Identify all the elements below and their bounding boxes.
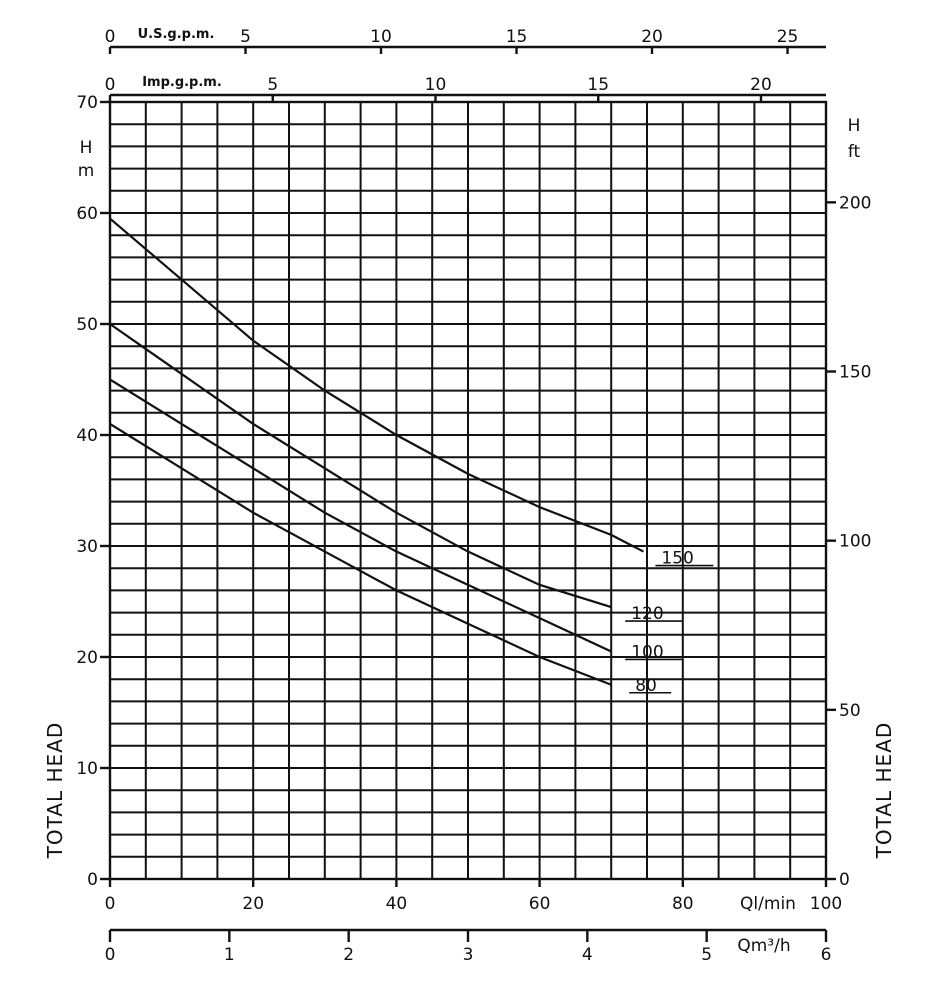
curve-label-120: 120 [631, 604, 663, 624]
bottom-lpm-tick-label: 60 [529, 894, 551, 914]
right-side-title: TOTAL HEAD [872, 722, 896, 860]
m3h-tick-label: 6 [821, 945, 832, 965]
left-tick-label: 40 [76, 426, 98, 446]
right-tick-label: 200 [839, 193, 871, 213]
curve-100 [109, 378, 612, 653]
impgpm-tick-label: 20 [750, 75, 772, 95]
left-tick-label: 20 [76, 648, 98, 668]
m3h-tick-label: 2 [343, 945, 354, 965]
curve-120 [109, 323, 612, 609]
m3h-tick-label: 3 [463, 945, 474, 965]
curve-150 [109, 217, 644, 553]
left-side-title: TOTAL HEAD [43, 722, 67, 860]
bottom-lpm-tick-label: 0 [105, 894, 116, 914]
m3h-tick-label: 0 [105, 945, 116, 965]
axis-labels: H m H ft Ql/min Qm³/h U.S.g.p.m. Imp.g.p… [43, 27, 896, 956]
impgpm-tick-label: 0 [105, 75, 116, 95]
bottom-lpm-tick-label: 80 [672, 894, 694, 914]
bottom-axis-title-lpm: Ql/min [740, 894, 796, 914]
usgpm-tick-label: 15 [506, 27, 528, 47]
curve-label-80: 80 [635, 676, 657, 696]
right-axis-unit-h: H [848, 116, 861, 136]
bottom-lpm-tick-label: 40 [386, 894, 408, 914]
bottom-lpm-tick-label: 100 [810, 894, 842, 914]
usgpm-tick-label: 0 [105, 27, 116, 47]
left-tick-label: 70 [76, 93, 98, 113]
m3h-tick-label: 4 [582, 945, 593, 965]
right-tick-label: 100 [839, 532, 871, 552]
plot-frame [108, 100, 828, 881]
impgpm-tick-label: 5 [267, 75, 278, 95]
usgpm-tick-label: 20 [641, 27, 663, 47]
top-axis-title-impgpm: Imp.g.p.m. [142, 75, 222, 90]
right-tick-label: 0 [839, 870, 850, 890]
usgpm-tick-label: 25 [777, 27, 799, 47]
right-axis-unit-ft: ft [848, 142, 861, 162]
bottom-lpm-tick-label: 20 [242, 894, 264, 914]
right-tick-label: 50 [839, 701, 861, 721]
grid [108, 100, 828, 881]
left-tick-label: 10 [76, 759, 98, 779]
left-axis-unit-h: H [80, 138, 93, 158]
right-tick-label: 150 [839, 363, 871, 383]
curve-label-150: 150 [661, 549, 693, 569]
left-tick-label: 30 [76, 537, 98, 557]
impgpm-tick-label: 15 [587, 75, 609, 95]
m3h-tick-label: 5 [701, 945, 712, 965]
usgpm-tick-label: 5 [240, 27, 251, 47]
impgpm-tick-label: 10 [425, 75, 447, 95]
bottom-axis-title-m3h: Qm³/h [737, 936, 790, 956]
left-tick-label: 50 [76, 315, 98, 335]
performance-curves: 150 120 100 80 [109, 217, 714, 696]
curve-label-100: 100 [631, 642, 663, 662]
left-tick-label: 0 [87, 870, 98, 890]
left-tick-label: 60 [76, 204, 98, 224]
usgpm-tick-label: 10 [370, 27, 392, 47]
curve-80 [109, 422, 612, 686]
top-axis-title-usgpm: U.S.g.p.m. [138, 27, 215, 42]
m3h-tick-label: 1 [224, 945, 235, 965]
left-axis-unit-m: m [78, 161, 95, 181]
